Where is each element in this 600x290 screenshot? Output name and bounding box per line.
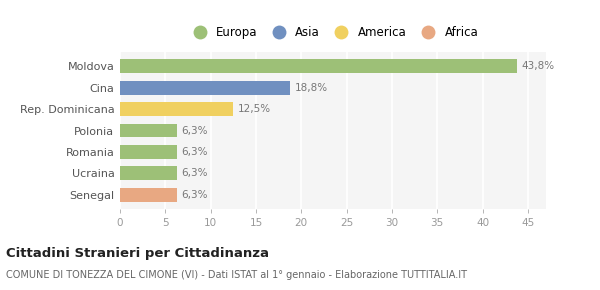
Text: 6,3%: 6,3% — [182, 126, 208, 135]
Legend: Europa, Asia, America, Africa: Europa, Asia, America, Africa — [185, 24, 481, 41]
Text: 6,3%: 6,3% — [182, 168, 208, 178]
Text: COMUNE DI TONEZZA DEL CIMONE (VI) - Dati ISTAT al 1° gennaio - Elaborazione TUTT: COMUNE DI TONEZZA DEL CIMONE (VI) - Dati… — [6, 270, 467, 280]
Bar — [120, 102, 233, 116]
Bar — [120, 166, 177, 180]
Bar — [120, 59, 517, 73]
Text: 18,8%: 18,8% — [295, 83, 328, 93]
Text: 12,5%: 12,5% — [238, 104, 271, 114]
Bar — [120, 124, 177, 137]
Bar — [120, 188, 177, 202]
Text: Cittadini Stranieri per Cittadinanza: Cittadini Stranieri per Cittadinanza — [6, 247, 269, 260]
Bar — [120, 145, 177, 159]
Text: 6,3%: 6,3% — [182, 190, 208, 200]
Text: 6,3%: 6,3% — [182, 147, 208, 157]
Bar — [120, 81, 290, 95]
Text: 43,8%: 43,8% — [521, 61, 554, 71]
